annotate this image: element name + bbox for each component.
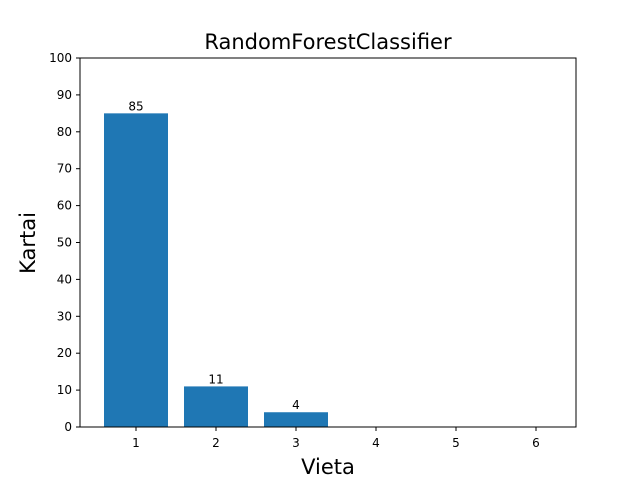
data-label-3: 4 [292,398,300,412]
y-tick-label: 50 [57,236,72,250]
y-tick-label: 60 [57,199,72,213]
x-tick-label: 4 [372,436,380,450]
y-tick-label: 10 [57,383,72,397]
bar-1 [104,113,168,427]
x-tick-label: 5 [452,436,460,450]
y-tick-label: 70 [57,162,72,176]
bar-3 [264,412,328,427]
y-tick-label: 100 [49,51,72,65]
y-tick-label: 90 [57,88,72,102]
chart-title: RandomForestClassifier [204,30,452,54]
x-tick-label: 6 [532,436,540,450]
y-axis-label: Kartai [16,212,40,274]
y-tick-label: 20 [57,346,72,360]
x-axis-label: Vieta [301,455,355,479]
y-tick-label: 30 [57,309,72,323]
y-tick-label: 80 [57,125,72,139]
data-label-1: 85 [128,99,143,113]
x-tick-label: 3 [292,436,300,450]
x-tick-label: 2 [212,436,220,450]
data-label-2: 11 [208,372,223,386]
y-tick-label: 40 [57,272,72,286]
bar-2 [184,386,248,427]
plot-area-frame [79,57,577,428]
y-tick-label: 0 [64,420,72,434]
x-tick-label: 1 [132,436,140,450]
